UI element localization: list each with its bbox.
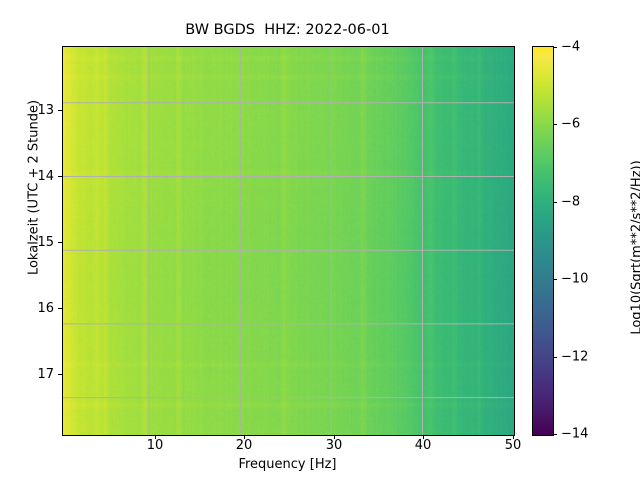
colorbar-tick-mark: [553, 202, 557, 204]
x-tick-mark: [155, 435, 157, 439]
y-tick-mark: [58, 110, 62, 112]
colorbar-gradient: [533, 47, 553, 435]
x-axis-label: Frequency [Hz]: [238, 457, 337, 472]
spectrogram-image: [63, 47, 514, 435]
x-tick-label: 10: [146, 438, 164, 453]
y-tick-label: 17: [37, 367, 54, 382]
x-tick-mark: [513, 435, 515, 439]
colorbar-tick-mark: [553, 357, 557, 359]
y-tick-label: 15: [37, 235, 54, 250]
x-tick-label: 40: [414, 438, 432, 453]
colorbar-tick-label: −4: [561, 39, 581, 55]
colorbar-tick-mark: [553, 434, 557, 436]
colorbar-tick-label: −12: [561, 349, 589, 365]
y-tick-label: 14: [37, 169, 54, 184]
colorbar-tick-label: −6: [561, 116, 581, 132]
chart-title: BW BGDS HHZ: 2022-06-01: [185, 22, 390, 38]
colorbar-tick-label: −10: [561, 271, 589, 287]
x-tick-label: 20: [235, 438, 253, 453]
colorbar-tick-label: −8: [561, 194, 581, 210]
spectrogram-plot-area[interactable]: [62, 46, 515, 436]
x-tick-mark: [244, 435, 246, 439]
colorbar-tick-mark: [553, 279, 557, 281]
y-tick-label: 13: [37, 103, 54, 118]
x-tick-mark: [423, 435, 425, 439]
colorbar-tick-mark: [553, 124, 557, 126]
y-tick-mark: [58, 176, 62, 178]
colorbar-label: Log10(Sqrt(m**2/s**2/Hz)): [629, 160, 640, 335]
y-tick-mark: [58, 308, 62, 310]
y-tick-mark: [58, 374, 62, 376]
x-tick-label: 50: [504, 438, 522, 453]
y-tick-label: 16: [37, 301, 54, 316]
colorbar-tick-mark: [553, 47, 557, 49]
colorbar[interactable]: [532, 46, 554, 436]
x-tick-label: 30: [325, 438, 343, 453]
y-axis-label-wrapper: Lokalzeit (UTC + 2 Stunde): [0, 0, 42, 480]
y-tick-mark: [58, 242, 62, 244]
x-tick-mark: [334, 435, 336, 439]
colorbar-tick-label: −14: [561, 426, 589, 442]
